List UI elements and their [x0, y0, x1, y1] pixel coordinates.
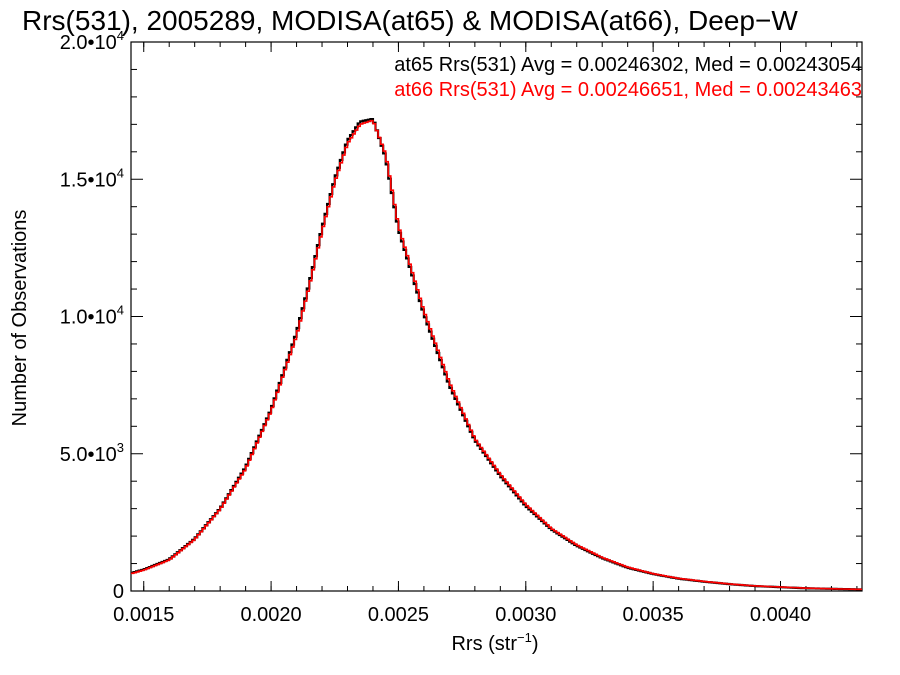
plot-frame	[130, 41, 863, 592]
series-layer	[131, 118, 862, 591]
x-tick-label: 0.0030	[495, 604, 556, 626]
y-axis-ticks: 0 5.0•103 1.0•104 1.5•104 2.0•104	[60, 28, 862, 603]
legend-at66: at66 Rrs(531) Avg = 0.00246651, Med = 0.…	[394, 79, 862, 101]
legend-at65: at65 Rrs(531) Avg = 0.00246302, Med = 0.…	[394, 54, 862, 76]
x-axis-ticks: 0.0015 0.0020 0.0025 0.0030 0.0035 0.0040	[113, 42, 858, 626]
y-tick-label: 0	[113, 581, 124, 603]
y-tick-label: 1.0•104	[60, 303, 124, 329]
x-axis-label: Rrs (str−1)	[451, 630, 538, 655]
y-tick-label: 1.5•104	[60, 165, 124, 191]
x-tick-label: 0.0025	[368, 604, 429, 626]
plot-area-border	[130, 41, 863, 592]
y-axis-label: Number of Observations	[9, 210, 31, 427]
y-tick-label: 5.0•103	[60, 440, 124, 466]
chart-title: Rrs(531), 2005289, MODISA(at65) & MODISA…	[22, 5, 798, 36]
x-tick-label: 0.0020	[241, 604, 302, 626]
x-tick-label: 0.0015	[113, 604, 174, 626]
series-at65-line	[131, 118, 862, 591]
y-tick-label: 2.0•104	[60, 28, 124, 54]
x-tick-label: 0.0040	[750, 604, 811, 626]
series-at66-line	[131, 119, 862, 591]
x-tick-label: 0.0035	[623, 604, 684, 626]
